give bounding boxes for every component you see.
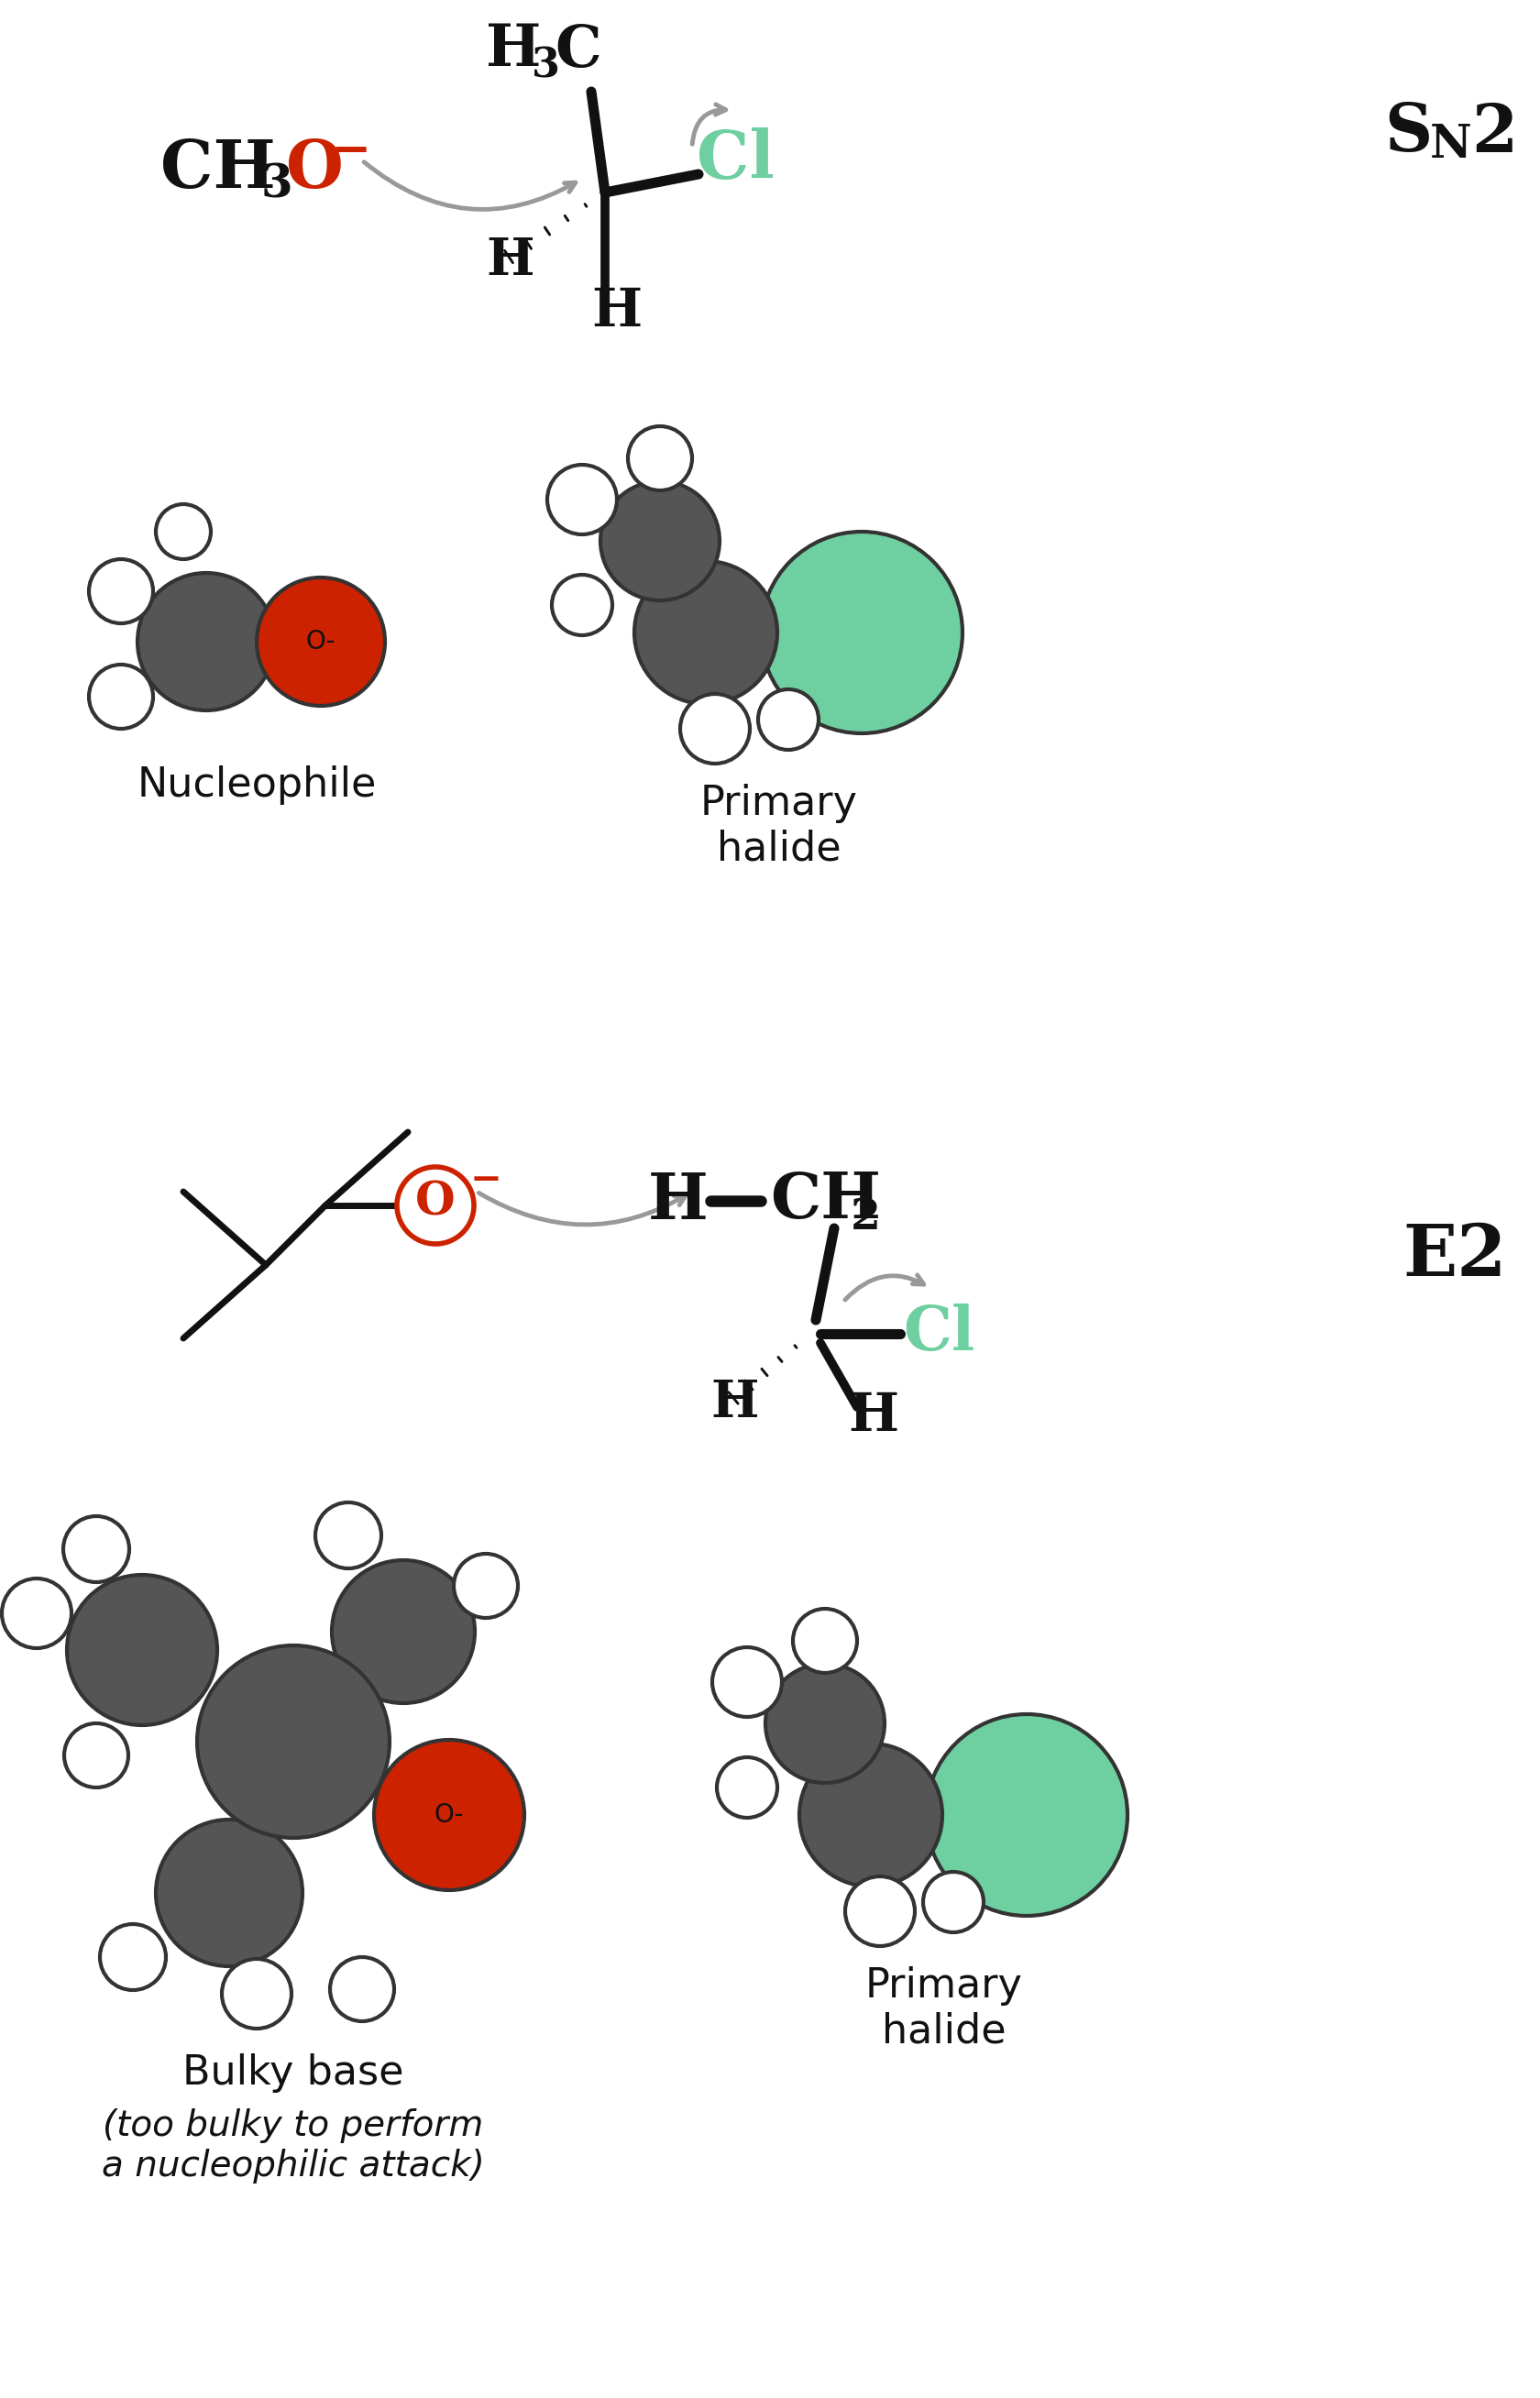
Circle shape (793, 1609, 856, 1674)
Circle shape (89, 664, 152, 729)
Text: Primary
halide: Primary halide (865, 1966, 1023, 2050)
Text: H: H (648, 1170, 708, 1233)
Circle shape (799, 1743, 942, 1887)
Text: 3: 3 (531, 46, 559, 86)
Circle shape (547, 465, 616, 535)
Circle shape (330, 1957, 394, 2022)
Circle shape (63, 1516, 129, 1583)
Circle shape (711, 1647, 781, 1717)
Text: 2: 2 (1471, 101, 1517, 165)
Circle shape (137, 573, 274, 710)
Text: Cl: Cl (696, 127, 775, 192)
Circle shape (844, 1875, 915, 1947)
Circle shape (316, 1504, 380, 1568)
Circle shape (551, 576, 611, 635)
Circle shape (156, 1820, 302, 1966)
Text: −: − (330, 127, 370, 175)
Text: Primary
halide: Primary halide (699, 784, 858, 868)
Text: H: H (485, 22, 541, 79)
Circle shape (66, 1575, 217, 1724)
Circle shape (197, 1645, 390, 1837)
Text: Nucleophile: Nucleophile (137, 765, 376, 806)
Circle shape (89, 559, 152, 623)
Text: H: H (710, 1376, 758, 1427)
Text: E2: E2 (1401, 1221, 1506, 1290)
Text: O-: O- (434, 1803, 464, 1827)
Circle shape (601, 482, 719, 600)
Circle shape (716, 1758, 776, 1818)
Text: (too bulky to perform
a nucleophilic attack): (too bulky to perform a nucleophilic att… (102, 2108, 485, 2185)
Circle shape (397, 1168, 474, 1245)
Circle shape (634, 561, 776, 705)
Circle shape (922, 1873, 983, 1933)
Text: H: H (847, 1391, 898, 1441)
Text: C: C (554, 22, 601, 79)
Circle shape (679, 693, 750, 763)
Circle shape (100, 1923, 166, 1990)
Circle shape (2, 1578, 71, 1647)
Text: N: N (1429, 122, 1471, 168)
Circle shape (257, 578, 385, 705)
Text: Bulky base: Bulky base (183, 2053, 403, 2093)
Text: H: H (485, 235, 534, 285)
Circle shape (926, 1715, 1127, 1916)
Circle shape (374, 1741, 524, 1890)
Text: O: O (286, 137, 343, 201)
Circle shape (453, 1554, 517, 1619)
Text: CH: CH (770, 1170, 881, 1233)
Text: CH: CH (160, 137, 276, 201)
Circle shape (765, 1664, 884, 1784)
Circle shape (222, 1959, 291, 2029)
Circle shape (761, 532, 962, 734)
Circle shape (65, 1724, 128, 1787)
Text: S: S (1383, 101, 1431, 165)
Text: 3: 3 (262, 163, 293, 209)
Circle shape (331, 1561, 474, 1703)
Text: H: H (591, 285, 641, 338)
Text: −: − (470, 1161, 502, 1199)
Circle shape (156, 504, 211, 559)
Text: 2: 2 (850, 1197, 881, 1237)
Circle shape (758, 688, 818, 751)
Text: Cl: Cl (902, 1305, 975, 1364)
Text: O: O (416, 1180, 456, 1225)
Text: O-: O- (306, 628, 336, 655)
Circle shape (627, 427, 691, 492)
